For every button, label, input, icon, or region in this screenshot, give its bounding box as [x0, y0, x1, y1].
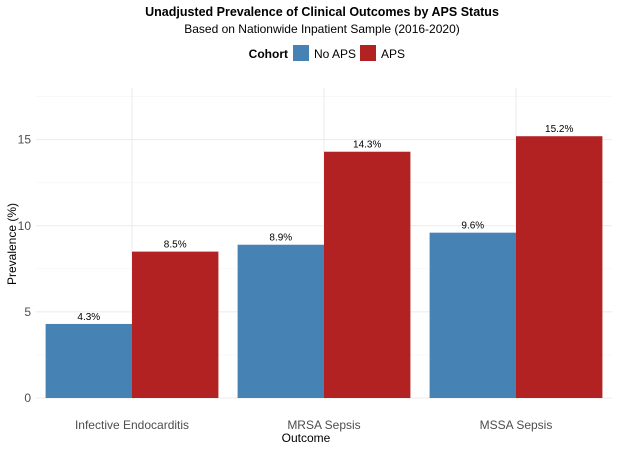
- bar-no-aps-mssa-sepsis: [429, 232, 516, 398]
- y-tick-label: 15: [18, 133, 32, 147]
- data-label-aps-mrsa-sepsis: 14.3%: [353, 140, 381, 151]
- data-label-no-aps-infective-endocarditis: 4.3%: [77, 312, 100, 323]
- chart-title: Unadjusted Prevalence of Clinical Outcom…: [145, 5, 499, 19]
- y-tick-label: 10: [18, 219, 32, 233]
- legend: Cohort No APS APS: [249, 45, 405, 61]
- bar-aps-mssa-sepsis: [516, 136, 603, 398]
- bar-no-aps-infective-endocarditis: [45, 323, 132, 398]
- legend-swatch-no-aps: [293, 45, 309, 61]
- data-label-aps-mssa-sepsis: 15.2%: [545, 124, 573, 135]
- chart-subtitle: Based on Nationwide Inpatient Sample (20…: [184, 22, 460, 36]
- bars: [45, 136, 603, 398]
- bar-no-aps-mrsa-sepsis: [237, 244, 324, 398]
- x-axis-title: Outcome: [282, 431, 331, 445]
- bar-aps-mrsa-sepsis: [324, 151, 411, 398]
- data-label-aps-infective-endocarditis: 8.5%: [164, 240, 187, 251]
- data-label-no-aps-mrsa-sepsis: 8.9%: [269, 233, 292, 244]
- y-tick-label: 5: [24, 305, 31, 319]
- legend-label-aps: APS: [381, 47, 405, 61]
- y-axis-title: Prevalence (%): [5, 203, 19, 285]
- data-labels: 4.3% 8.5% 8.9% 14.3% 9.6% 15.2%: [77, 124, 573, 323]
- x-tick-label: MSSA Sepsis: [480, 418, 553, 432]
- x-tick-label: MRSA Sepsis: [287, 418, 360, 432]
- legend-swatch-aps: [360, 45, 376, 61]
- legend-title: Cohort: [249, 47, 288, 61]
- legend-label-no-aps: No APS: [314, 47, 356, 61]
- x-tick-label: Infective Endocarditis: [75, 418, 189, 432]
- y-axis-ticks: 0 5 10 15: [18, 133, 32, 405]
- y-tick-label: 0: [24, 391, 31, 405]
- data-label-no-aps-mssa-sepsis: 9.6%: [461, 221, 484, 232]
- bar-aps-infective-endocarditis: [132, 251, 219, 398]
- x-axis-ticks: Infective Endocarditis MRSA Sepsis MSSA Se…: [75, 418, 552, 432]
